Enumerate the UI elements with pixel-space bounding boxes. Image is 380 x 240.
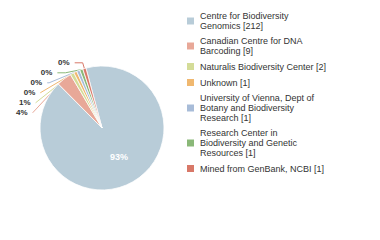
svg-text:Genomics [212]: Genomics [212] — [200, 21, 263, 31]
svg-text:0%: 0% — [58, 58, 70, 67]
svg-text:Botany and Biodiversity: Botany and Biodiversity — [200, 103, 295, 113]
svg-text:Biodiversity and Genetic: Biodiversity and Genetic — [200, 138, 298, 148]
svg-text:Mined from GenBank, NCBI [1]: Mined from GenBank, NCBI [1] — [200, 164, 324, 174]
svg-text:Canadian Centre for DNA: Canadian Centre for DNA — [200, 36, 303, 46]
svg-text:Barcoding [9]: Barcoding [9] — [200, 46, 253, 56]
svg-text:Centre for Biodiversity: Centre for Biodiversity — [200, 11, 289, 21]
svg-text:Resources [1]: Resources [1] — [200, 148, 256, 158]
svg-text:4%: 4% — [16, 108, 28, 117]
svg-text:Naturalis Biodiversity Center: Naturalis Biodiversity Center [2] — [200, 62, 326, 72]
svg-text:0%: 0% — [41, 68, 53, 77]
svg-text:93%: 93% — [110, 152, 128, 162]
svg-text:0%: 0% — [24, 88, 36, 97]
svg-text:Research Center in: Research Center in — [200, 128, 278, 138]
svg-text:Research [1]: Research [1] — [200, 113, 251, 123]
svg-text:1%: 1% — [19, 98, 31, 107]
svg-text:University of Vienna, Dept of: University of Vienna, Dept of — [200, 93, 314, 103]
svg-text:0%: 0% — [31, 78, 43, 87]
svg-text:Unknown [1]: Unknown [1] — [200, 78, 250, 88]
